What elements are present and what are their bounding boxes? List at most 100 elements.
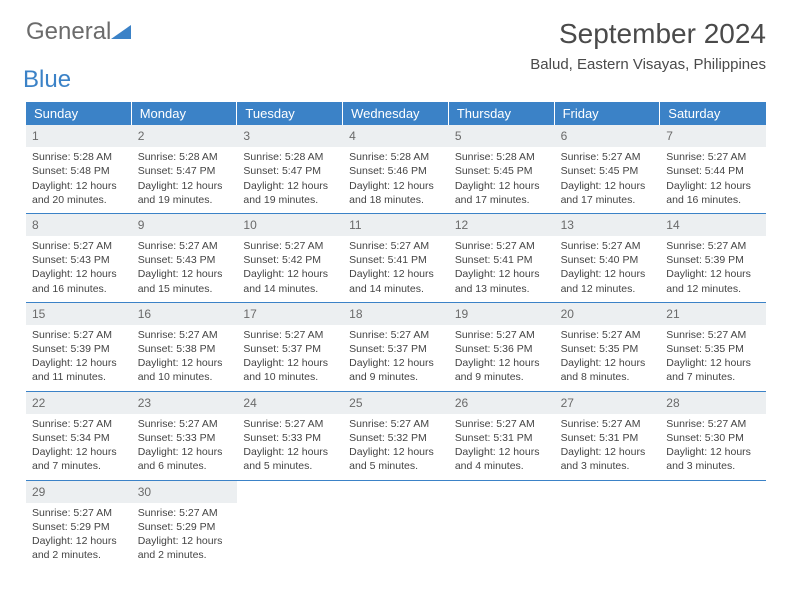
day-cell: 6Sunrise: 5:27 AMSunset: 5:45 PMDaylight… <box>555 125 661 213</box>
sunrise-text: Sunrise: 5:27 AM <box>32 506 126 520</box>
week-row: 8Sunrise: 5:27 AMSunset: 5:43 PMDaylight… <box>26 213 766 302</box>
sunset-text: Sunset: 5:45 PM <box>455 164 549 178</box>
day-details: Sunrise: 5:27 AMSunset: 5:40 PMDaylight:… <box>555 236 661 302</box>
day-cell: 3Sunrise: 5:28 AMSunset: 5:47 PMDaylight… <box>237 125 343 213</box>
day-cell: 13Sunrise: 5:27 AMSunset: 5:40 PMDayligh… <box>555 214 661 302</box>
sunrise-text: Sunrise: 5:27 AM <box>561 239 655 253</box>
day-cell: 17Sunrise: 5:27 AMSunset: 5:37 PMDayligh… <box>237 303 343 391</box>
sunset-text: Sunset: 5:39 PM <box>32 342 126 356</box>
sunset-text: Sunset: 5:33 PM <box>138 431 232 445</box>
sunrise-text: Sunrise: 5:27 AM <box>349 328 443 342</box>
day-number: 10 <box>237 214 343 236</box>
sunrise-text: Sunrise: 5:27 AM <box>243 417 337 431</box>
day-number: 30 <box>132 481 238 503</box>
day-details: Sunrise: 5:27 AMSunset: 5:32 PMDaylight:… <box>343 414 449 480</box>
day-number: 29 <box>26 481 132 503</box>
sunrise-text: Sunrise: 5:28 AM <box>32 150 126 164</box>
weekday-sunday: Sunday <box>26 102 132 125</box>
sunset-text: Sunset: 5:47 PM <box>243 164 337 178</box>
sunrise-text: Sunrise: 5:27 AM <box>32 328 126 342</box>
weekday-header-row: Sunday Monday Tuesday Wednesday Thursday… <box>26 102 766 125</box>
sunrise-text: Sunrise: 5:27 AM <box>138 506 232 520</box>
day-cell: 8Sunrise: 5:27 AMSunset: 5:43 PMDaylight… <box>26 214 132 302</box>
day-number: 17 <box>237 303 343 325</box>
day-cell: 1Sunrise: 5:28 AMSunset: 5:48 PMDaylight… <box>26 125 132 213</box>
sunrise-text: Sunrise: 5:27 AM <box>349 417 443 431</box>
sunrise-text: Sunrise: 5:27 AM <box>349 239 443 253</box>
daylight-text: Daylight: 12 hours and 2 minutes. <box>32 534 126 562</box>
day-cell: 26Sunrise: 5:27 AMSunset: 5:31 PMDayligh… <box>449 392 555 480</box>
day-number: 16 <box>132 303 238 325</box>
day-cell-empty <box>237 481 343 569</box>
day-cell: 20Sunrise: 5:27 AMSunset: 5:35 PMDayligh… <box>555 303 661 391</box>
week-row: 22Sunrise: 5:27 AMSunset: 5:34 PMDayligh… <box>26 391 766 480</box>
day-number: 7 <box>660 125 766 147</box>
day-details: Sunrise: 5:27 AMSunset: 5:30 PMDaylight:… <box>660 414 766 480</box>
weekday-tuesday: Tuesday <box>237 102 343 125</box>
day-details: Sunrise: 5:27 AMSunset: 5:44 PMDaylight:… <box>660 147 766 213</box>
day-details: Sunrise: 5:27 AMSunset: 5:33 PMDaylight:… <box>132 414 238 480</box>
day-details: Sunrise: 5:27 AMSunset: 5:29 PMDaylight:… <box>26 503 132 569</box>
sunset-text: Sunset: 5:31 PM <box>561 431 655 445</box>
day-cell: 15Sunrise: 5:27 AMSunset: 5:39 PMDayligh… <box>26 303 132 391</box>
day-cell: 10Sunrise: 5:27 AMSunset: 5:42 PMDayligh… <box>237 214 343 302</box>
day-number: 1 <box>26 125 132 147</box>
logo-triangle-icon <box>111 18 131 46</box>
sunset-text: Sunset: 5:39 PM <box>666 253 760 267</box>
day-details: Sunrise: 5:27 AMSunset: 5:45 PMDaylight:… <box>555 147 661 213</box>
sunset-text: Sunset: 5:31 PM <box>455 431 549 445</box>
day-number: 24 <box>237 392 343 414</box>
sunrise-text: Sunrise: 5:28 AM <box>138 150 232 164</box>
day-details: Sunrise: 5:27 AMSunset: 5:41 PMDaylight:… <box>449 236 555 302</box>
day-details: Sunrise: 5:27 AMSunset: 5:34 PMDaylight:… <box>26 414 132 480</box>
day-cell: 7Sunrise: 5:27 AMSunset: 5:44 PMDaylight… <box>660 125 766 213</box>
daylight-text: Daylight: 12 hours and 9 minutes. <box>349 356 443 384</box>
day-number: 9 <box>132 214 238 236</box>
day-number: 13 <box>555 214 661 236</box>
day-number: 21 <box>660 303 766 325</box>
sunrise-text: Sunrise: 5:28 AM <box>349 150 443 164</box>
sunrise-text: Sunrise: 5:27 AM <box>138 328 232 342</box>
sunrise-text: Sunrise: 5:27 AM <box>243 328 337 342</box>
daylight-text: Daylight: 12 hours and 3 minutes. <box>561 445 655 473</box>
sunset-text: Sunset: 5:41 PM <box>349 253 443 267</box>
day-number: 2 <box>132 125 238 147</box>
brand-name-2: Blue <box>23 66 131 94</box>
day-cell-empty <box>449 481 555 569</box>
day-cell-empty <box>343 481 449 569</box>
sunset-text: Sunset: 5:37 PM <box>349 342 443 356</box>
day-number: 3 <box>237 125 343 147</box>
day-details: Sunrise: 5:27 AMSunset: 5:38 PMDaylight:… <box>132 325 238 391</box>
sunset-text: Sunset: 5:43 PM <box>138 253 232 267</box>
week-row: 15Sunrise: 5:27 AMSunset: 5:39 PMDayligh… <box>26 302 766 391</box>
day-number: 20 <box>555 303 661 325</box>
day-cell: 5Sunrise: 5:28 AMSunset: 5:45 PMDaylight… <box>449 125 555 213</box>
sunset-text: Sunset: 5:36 PM <box>455 342 549 356</box>
day-cell: 25Sunrise: 5:27 AMSunset: 5:32 PMDayligh… <box>343 392 449 480</box>
daylight-text: Daylight: 12 hours and 16 minutes. <box>666 179 760 207</box>
sunrise-text: Sunrise: 5:27 AM <box>455 417 549 431</box>
daylight-text: Daylight: 12 hours and 7 minutes. <box>666 356 760 384</box>
daylight-text: Daylight: 12 hours and 13 minutes. <box>455 267 549 295</box>
day-details: Sunrise: 5:27 AMSunset: 5:35 PMDaylight:… <box>555 325 661 391</box>
sunset-text: Sunset: 5:38 PM <box>138 342 232 356</box>
day-cell: 28Sunrise: 5:27 AMSunset: 5:30 PMDayligh… <box>660 392 766 480</box>
daylight-text: Daylight: 12 hours and 8 minutes. <box>561 356 655 384</box>
sunset-text: Sunset: 5:47 PM <box>138 164 232 178</box>
day-number: 6 <box>555 125 661 147</box>
day-cell: 19Sunrise: 5:27 AMSunset: 5:36 PMDayligh… <box>449 303 555 391</box>
weekday-thursday: Thursday <box>449 102 555 125</box>
daylight-text: Daylight: 12 hours and 17 minutes. <box>455 179 549 207</box>
sunset-text: Sunset: 5:34 PM <box>32 431 126 445</box>
sunrise-text: Sunrise: 5:28 AM <box>243 150 337 164</box>
sunset-text: Sunset: 5:44 PM <box>666 164 760 178</box>
brand-logo: General Blue <box>26 18 131 94</box>
day-number: 25 <box>343 392 449 414</box>
day-details: Sunrise: 5:27 AMSunset: 5:37 PMDaylight:… <box>237 325 343 391</box>
daylight-text: Daylight: 12 hours and 14 minutes. <box>349 267 443 295</box>
sunrise-text: Sunrise: 5:27 AM <box>666 150 760 164</box>
day-cell: 16Sunrise: 5:27 AMSunset: 5:38 PMDayligh… <box>132 303 238 391</box>
sunrise-text: Sunrise: 5:27 AM <box>561 150 655 164</box>
day-cell: 27Sunrise: 5:27 AMSunset: 5:31 PMDayligh… <box>555 392 661 480</box>
day-details: Sunrise: 5:27 AMSunset: 5:31 PMDaylight:… <box>555 414 661 480</box>
